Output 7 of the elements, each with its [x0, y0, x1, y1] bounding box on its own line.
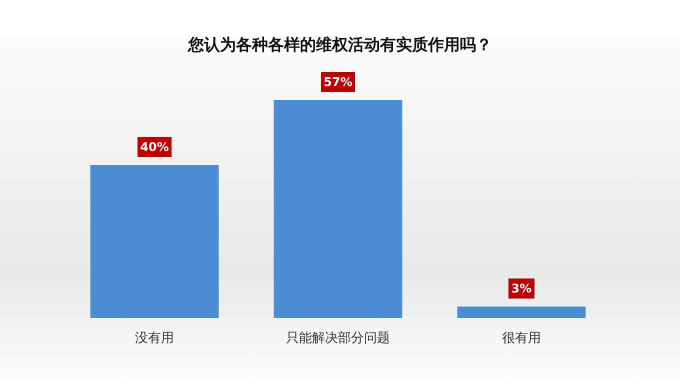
x-tick-label: 没有用 — [135, 331, 174, 346]
data-label: 3% — [511, 282, 532, 296]
data-label: 57% — [324, 75, 352, 89]
chart-title: 您认为各种各样的维权活动有实质作用吗？ — [187, 35, 492, 54]
x-tick-label: 只能解决部分问题 — [286, 331, 390, 346]
data-label: 40% — [140, 140, 169, 154]
x-tick-label: 很有用 — [502, 331, 541, 346]
